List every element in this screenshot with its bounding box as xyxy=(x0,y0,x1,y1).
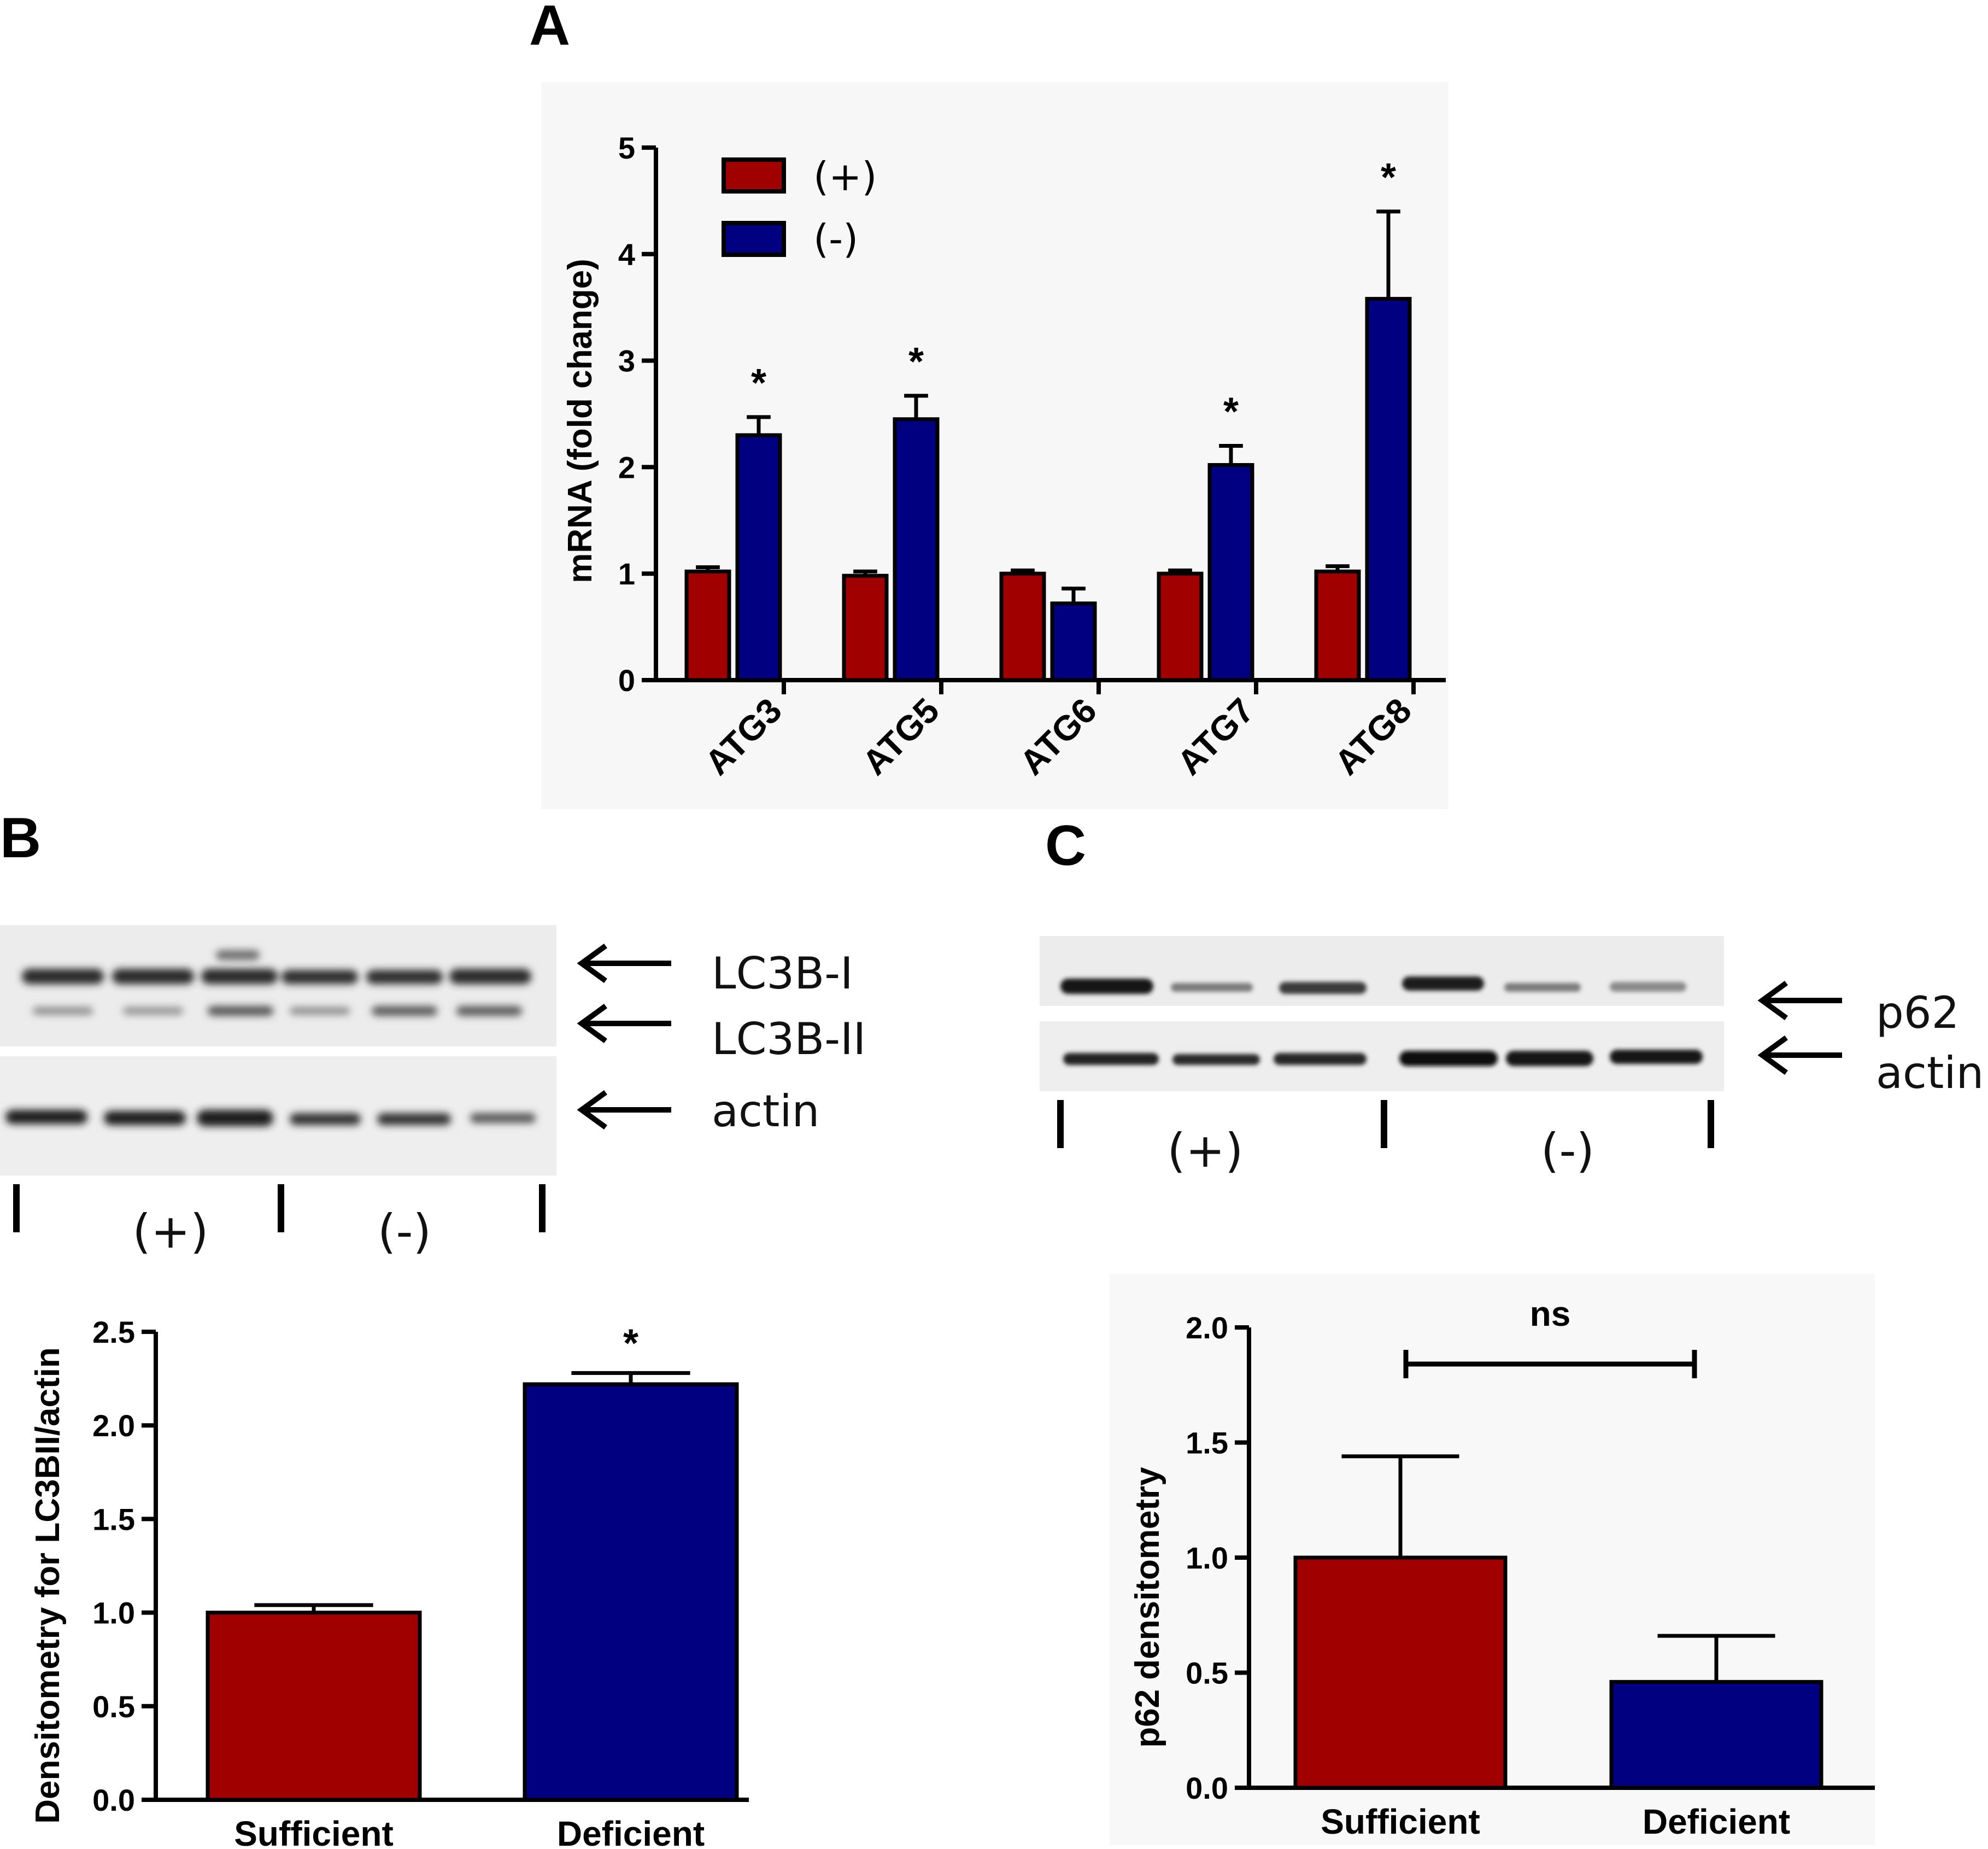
western-blot-c xyxy=(1040,936,1724,1091)
significance-star-deficient: * xyxy=(623,1321,638,1365)
blot-b-label-lc3b-i: LC3B-I xyxy=(712,948,853,999)
chart-b-ylabel: Densitometry for LC3BII/actin xyxy=(29,1347,67,1824)
arrow-p62 xyxy=(1757,980,1842,1021)
chart-a-ytick-label: 1 xyxy=(618,557,635,591)
blot-b-top-strip xyxy=(0,925,556,1046)
panel-letter-a: A xyxy=(529,0,570,57)
bar-deficient-atg8 xyxy=(1365,297,1412,682)
blot-c-bands xyxy=(1060,976,1703,1066)
legend-label-deficient: (-) xyxy=(813,216,858,262)
blot-c-label-p62: p62 xyxy=(1876,987,1960,1038)
bar-sufficient-atg7 xyxy=(1157,571,1204,682)
chart-c-ytick-label: 2.0 xyxy=(1186,1310,1228,1345)
arrow-lc3b-i xyxy=(577,943,671,984)
blot-b-group-markers xyxy=(13,1184,546,1232)
bar-deficient-atg7 xyxy=(1207,463,1254,682)
blot-c-group-markers xyxy=(1057,1100,1714,1148)
panel-letter-c: C xyxy=(1045,814,1086,877)
chart-a-ytick-label: 5 xyxy=(618,131,635,165)
chart-a-ytick-label: 3 xyxy=(618,344,635,378)
bar-sufficient-atg6 xyxy=(999,571,1046,682)
chart-b-ytick-label: 0.0 xyxy=(92,1783,135,1817)
chart-c-ytick-label: 1.0 xyxy=(1186,1541,1228,1575)
panel-a-background xyxy=(541,82,1449,809)
blot-c-group-deficient: (-) xyxy=(1541,1124,1594,1178)
bar-deficient-atg6 xyxy=(1050,601,1097,682)
bar-sufficient-atg5 xyxy=(842,574,889,682)
bar-sufficient xyxy=(206,1611,422,1802)
blot-b-arrows xyxy=(577,943,671,1130)
chart-b-ytick-label: 0.5 xyxy=(92,1689,135,1724)
bar-sufficient xyxy=(1293,1555,1508,1790)
bar-deficient-atg5 xyxy=(893,417,940,682)
legend-swatch-sufficient xyxy=(722,157,786,194)
chart-b-ytick-label: 2.5 xyxy=(92,1315,135,1349)
ns-label: ns xyxy=(1530,1294,1571,1333)
chart-a-legend: (+) (-) xyxy=(722,154,877,262)
bar-sufficient-atg3 xyxy=(684,569,731,682)
blot-c-p62-strip xyxy=(1040,936,1724,1006)
bar-sufficient-atg8 xyxy=(1314,569,1361,682)
legend-swatch-deficient xyxy=(722,221,786,257)
chart-c-ylabel: p62 densitometry xyxy=(1129,1467,1166,1748)
blot-b-group-deficient: (-) xyxy=(378,1204,431,1259)
panel-letter-b: B xyxy=(0,806,41,870)
arrow-actin-b xyxy=(577,1090,671,1130)
arrow-actin-c xyxy=(1757,1035,1842,1075)
chart-c: 0.0 0.5 1.0 1.5 2.0 Sufficient Deficient ns xyxy=(1186,1294,1875,1841)
blot-b-group-sufficient: (+) xyxy=(132,1204,208,1259)
chart-c-xtick-label-sufficient: Sufficient xyxy=(1321,1802,1480,1841)
significance-star-atg5: * xyxy=(908,340,924,384)
chart-a-ytick-label: 2 xyxy=(618,450,635,484)
chart-b-xtick-label-sufficient: Sufficient xyxy=(234,1814,394,1849)
chart-b-ytick-label: 2.0 xyxy=(92,1408,135,1443)
chart-a-ytick-label: 4 xyxy=(618,237,635,272)
chart-c-xtick-label-deficient: Deficient xyxy=(1643,1802,1790,1841)
blot-b-label-actin: actin xyxy=(712,1086,819,1137)
chart-b-ytick-label: 1.0 xyxy=(92,1596,135,1630)
bar-deficient xyxy=(523,1382,739,1802)
blot-b-actin-strip xyxy=(0,1056,556,1175)
chart-c-ytick-label: 1.5 xyxy=(1186,1426,1228,1460)
arrow-lc3b-ii xyxy=(577,1003,671,1044)
significance-star-atg8: * xyxy=(1381,156,1396,200)
significance-star-atg7: * xyxy=(1223,390,1239,434)
blot-c-label-actin: actin xyxy=(1876,1048,1984,1098)
chart-c-ytick-label: 0.5 xyxy=(1186,1656,1228,1690)
western-blot-b xyxy=(0,925,556,1175)
chart-a-ylabel: mRNA (fold change) xyxy=(561,259,599,583)
blot-c-group-sufficient: (+) xyxy=(1167,1124,1243,1178)
bar-deficient xyxy=(1609,1680,1823,1790)
chart-b-ytick-label: 1.5 xyxy=(92,1502,135,1536)
bar-deficient-atg3 xyxy=(735,433,782,682)
chart-b-xtick-label-deficient: Deficient xyxy=(557,1814,705,1849)
blot-b-label-lc3b-ii: LC3B-II xyxy=(712,1014,866,1064)
chart-b: 0.0 0.5 1.0 1.5 2.0 2.5 Sufficient * Deficient xyxy=(92,1315,749,1849)
blot-c-arrows xyxy=(1757,980,1842,1075)
chart-a-ytick-label: 0 xyxy=(618,663,635,698)
significance-star-atg3: * xyxy=(751,361,766,405)
legend-label-sufficient: (+) xyxy=(813,154,877,200)
blot-b-bands xyxy=(5,950,536,1126)
chart-c-ytick-label: 0.0 xyxy=(1186,1771,1228,1805)
